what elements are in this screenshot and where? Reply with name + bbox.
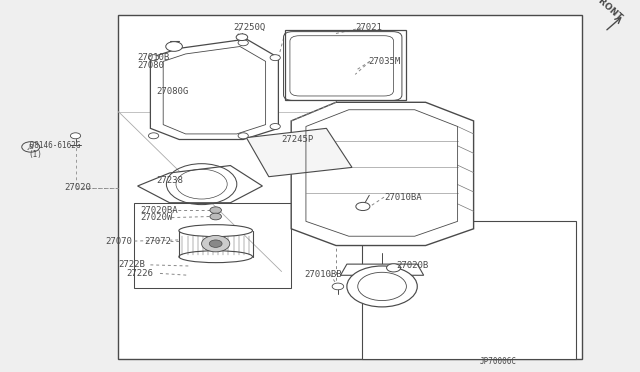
Text: JP70006C: JP70006C <box>480 357 517 366</box>
Text: 27020B: 27020B <box>397 262 429 270</box>
Text: 27080: 27080 <box>138 61 164 70</box>
Bar <box>285 30 406 100</box>
Ellipse shape <box>179 225 253 237</box>
Text: (1): (1) <box>29 150 43 159</box>
Text: 2722B: 2722B <box>118 260 145 269</box>
Text: FRONT: FRONT <box>592 0 624 22</box>
Circle shape <box>148 133 159 139</box>
Bar <box>362 221 576 359</box>
Text: ¸08146-6162G: ¸08146-6162G <box>26 141 81 150</box>
Circle shape <box>356 202 370 211</box>
Text: B: B <box>28 144 33 150</box>
Circle shape <box>238 133 248 139</box>
Text: 27070: 27070 <box>106 237 132 246</box>
Bar <box>134 203 291 288</box>
Circle shape <box>270 124 280 129</box>
Circle shape <box>210 207 221 214</box>
Polygon shape <box>291 102 474 246</box>
Text: 27021: 27021 <box>355 23 382 32</box>
Text: 27020BA: 27020BA <box>141 206 179 215</box>
Polygon shape <box>246 128 352 177</box>
Circle shape <box>166 42 182 51</box>
Circle shape <box>70 133 81 139</box>
Circle shape <box>347 266 417 307</box>
Circle shape <box>236 34 248 41</box>
Text: 27010BB: 27010BB <box>304 270 342 279</box>
Text: 27238: 27238 <box>157 176 184 185</box>
Circle shape <box>238 40 248 46</box>
Text: 27080G: 27080G <box>157 87 189 96</box>
Polygon shape <box>138 166 262 203</box>
Circle shape <box>332 283 344 290</box>
Text: 27020W: 27020W <box>141 213 173 222</box>
Polygon shape <box>150 39 278 140</box>
Text: 27010B: 27010B <box>138 53 170 62</box>
Circle shape <box>210 213 221 220</box>
Circle shape <box>209 240 222 247</box>
Bar <box>118 15 582 359</box>
Text: 27226: 27226 <box>127 269 154 278</box>
Circle shape <box>202 235 230 252</box>
Text: 27020: 27020 <box>64 183 91 192</box>
Circle shape <box>270 55 280 61</box>
Text: 27035M: 27035M <box>368 57 400 66</box>
Polygon shape <box>340 264 424 275</box>
Text: 27250Q: 27250Q <box>234 23 266 32</box>
Circle shape <box>387 264 401 272</box>
Circle shape <box>148 55 159 61</box>
Text: 27245P: 27245P <box>282 135 314 144</box>
Text: 27072: 27072 <box>144 237 171 246</box>
Text: 27010BA: 27010BA <box>384 193 422 202</box>
